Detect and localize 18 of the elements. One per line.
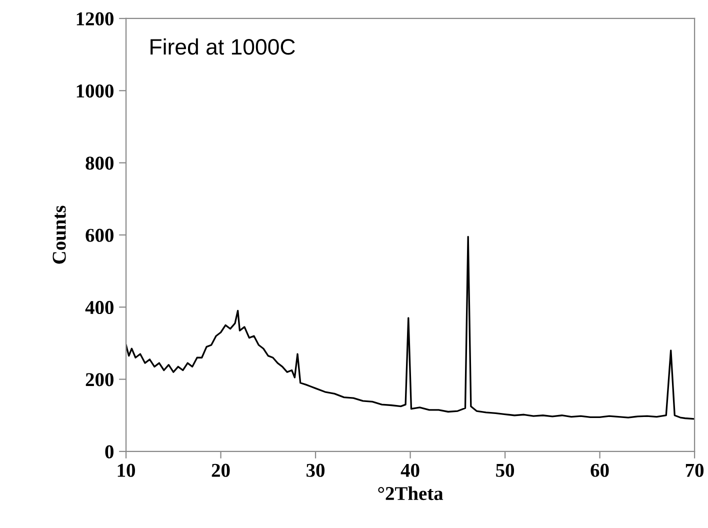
x-tick-label: 60 [590, 464, 609, 477]
x-tick-label: 10 [118, 464, 136, 477]
y-axis-title: Counts [52, 206, 66, 264]
x-tick-label: 20 [212, 464, 230, 477]
y-tick-label: 1000 [76, 84, 114, 98]
y-tick-label: 600 [86, 228, 114, 242]
y-tick-label: 800 [86, 156, 114, 170]
annotation: Fired at 1000C [150, 38, 295, 55]
x-axis-title: °2Theta [378, 486, 444, 500]
x-tick-label: 40 [400, 464, 420, 477]
y-tick-label: 400 [85, 300, 114, 314]
line-series [126, 236, 695, 420]
x-tick-label: 70 [686, 464, 704, 477]
x-tick-label: 30 [306, 464, 325, 477]
y-tick-label: 0 [105, 445, 114, 458]
y-tick-label: 1200 [76, 12, 114, 26]
y-tick-label: 200 [86, 373, 114, 386]
x-tick-label: 50 [496, 464, 514, 477]
